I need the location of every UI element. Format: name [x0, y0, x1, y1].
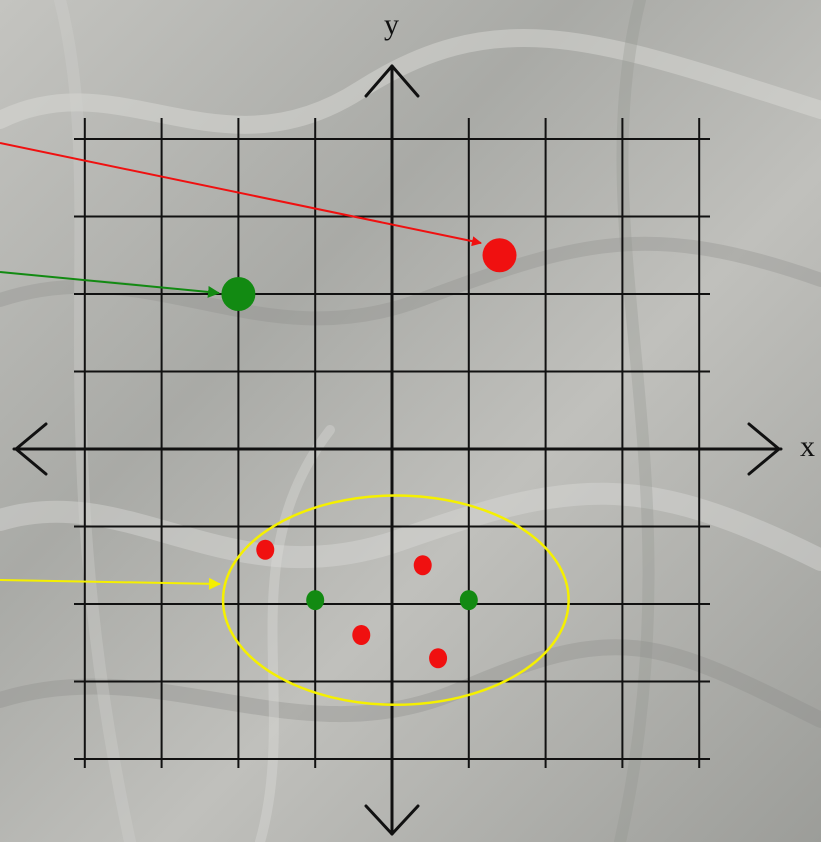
- small-red-point: [429, 648, 448, 669]
- small-green-point: [459, 590, 478, 611]
- large-green-point: [221, 277, 256, 311]
- large-red-point: [482, 238, 517, 273]
- x-axis-left-arrowhead: [14, 422, 48, 476]
- small-red-point: [352, 625, 371, 645]
- data-points: [221, 238, 517, 669]
- x-axis-label: x: [800, 430, 815, 463]
- small-red-point: [256, 539, 275, 560]
- small-red-point: [413, 555, 432, 576]
- green-pointer-arrow: [0, 271, 220, 298]
- small-green-point: [306, 590, 325, 611]
- yellow-pointer-arrow: [0, 577, 221, 590]
- grouping-ellipse: [221, 494, 570, 706]
- red-pointer-arrow: [0, 142, 482, 247]
- y-axis-bottom-arrowhead: [364, 804, 420, 836]
- y-axis-label: y: [384, 8, 399, 41]
- axes: [12, 64, 783, 836]
- x-axis-right-arrowhead: [747, 422, 781, 476]
- y-axis-top-arrowhead: [364, 64, 420, 98]
- pointer-arrows: [0, 142, 482, 590]
